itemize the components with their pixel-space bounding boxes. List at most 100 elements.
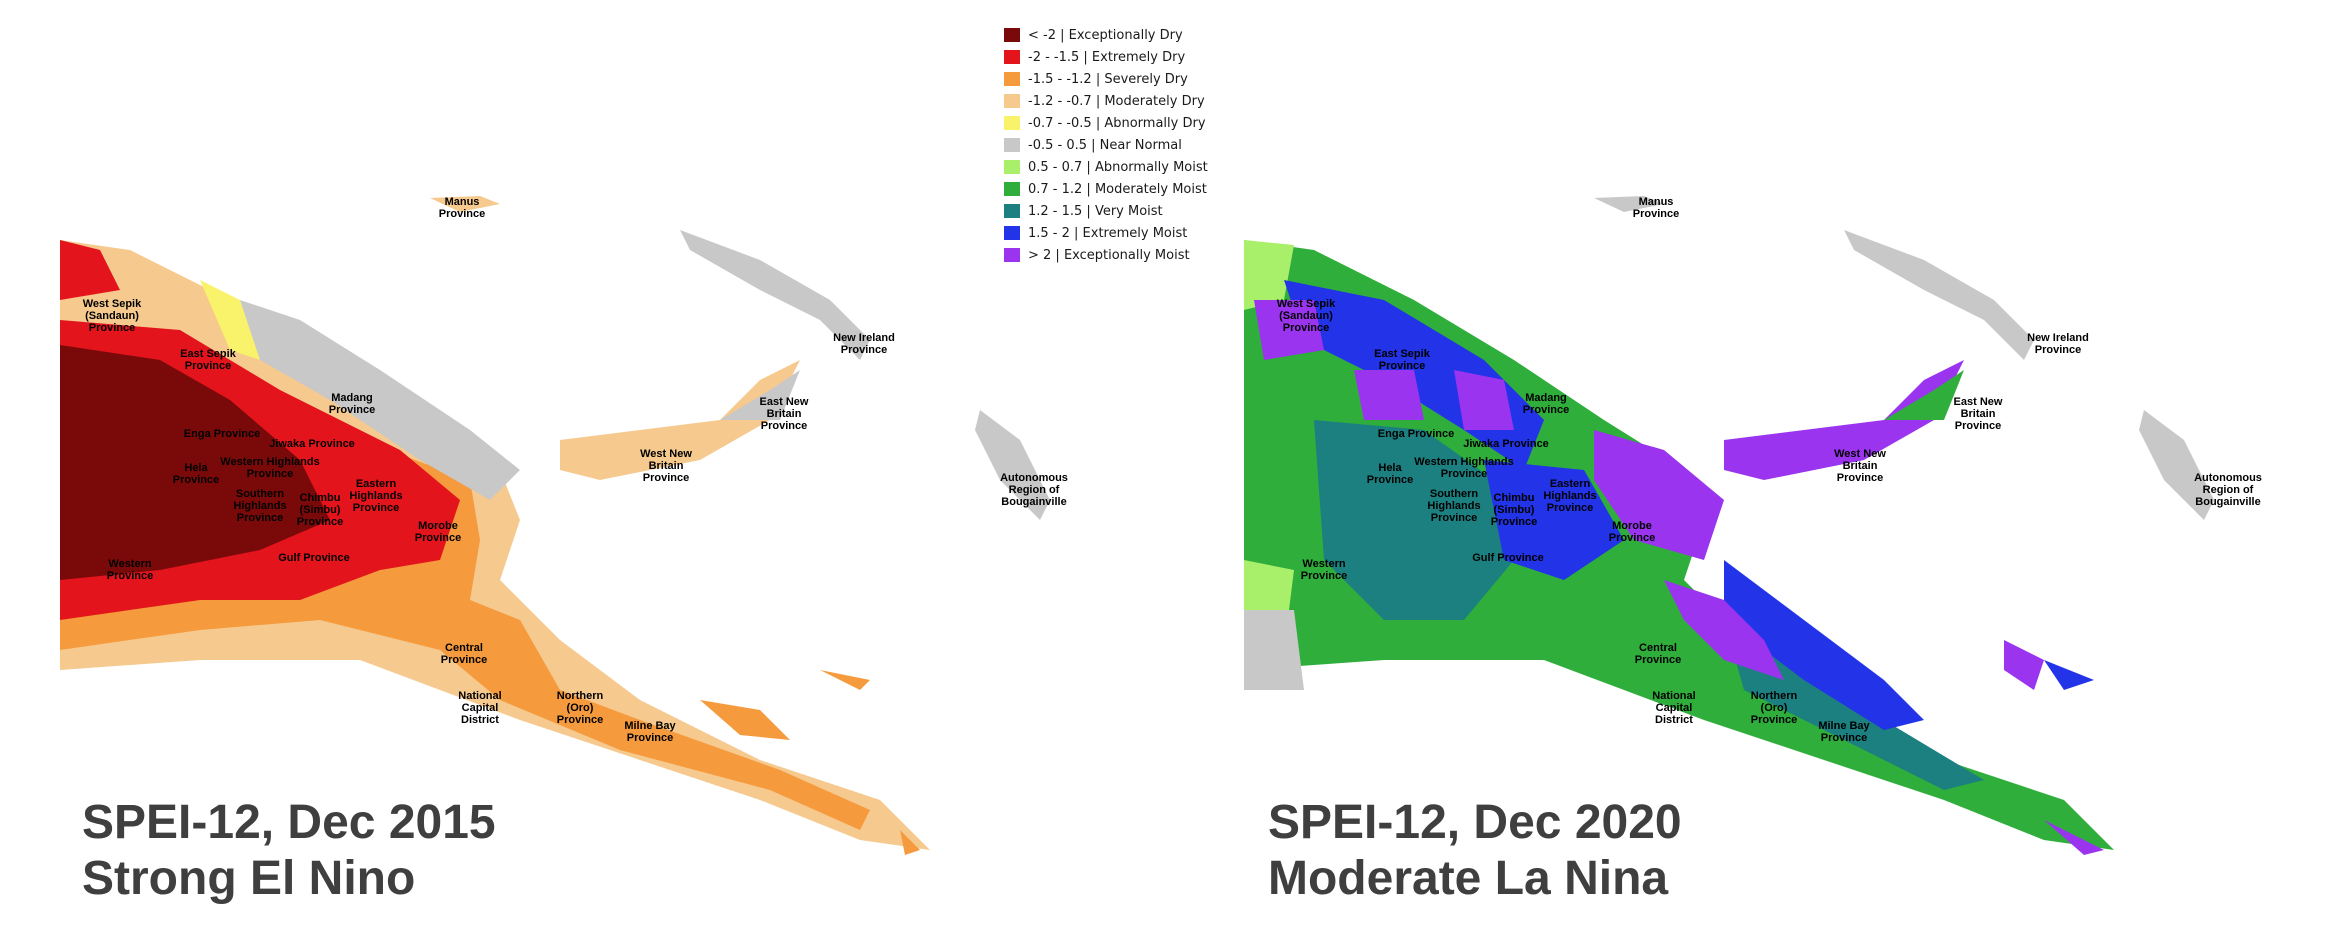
legend-row: > 2 | Exceptionally Moist bbox=[1004, 244, 1244, 266]
legend-row: -1.2 - -0.7 | Moderately Dry bbox=[1004, 90, 1244, 112]
spei-legend: < -2 | Exceptionally Dry -2 - -1.5 | Extr… bbox=[1004, 24, 1244, 266]
caption-2015-line1: SPEI-12, Dec 2015 bbox=[82, 796, 496, 849]
legend-label: 1.5 - 2 | Extremely Moist bbox=[1028, 225, 1188, 241]
near-normal-south bbox=[1244, 610, 1304, 690]
label-east-sepik: East Sepik Province bbox=[180, 348, 236, 372]
milne-islands bbox=[700, 670, 920, 855]
legend-label: 0.5 - 0.7 | Abnormally Moist bbox=[1028, 159, 1208, 175]
map-panel-2020: Manus Province West Sepik (Sandaun) Prov… bbox=[1164, 0, 2328, 928]
legend-row: 1.5 - 2 | Extremely Moist bbox=[1004, 222, 1244, 244]
label-west-sepik: West Sepik (Sandaun) Province bbox=[1276, 298, 1336, 334]
label-west-new-britain: West New Britain Province bbox=[1834, 448, 1886, 484]
very-moist-region bbox=[1314, 420, 1984, 790]
legend-label: < -2 | Exceptionally Dry bbox=[1028, 27, 1183, 43]
label-gulf: Gulf Province bbox=[278, 552, 350, 564]
label-new-ireland: New Ireland Province bbox=[833, 332, 895, 356]
label-east-new-britain: East New Britain Province bbox=[759, 396, 809, 432]
label-western-highlands: Western Highlands Province bbox=[220, 456, 320, 480]
east-islands bbox=[2004, 640, 2104, 855]
label-manus: Manus Province bbox=[1632, 196, 1680, 220]
new-britain-east bbox=[720, 370, 800, 420]
new-britain-east bbox=[1884, 370, 1964, 420]
legend-label: > 2 | Exceptionally Moist bbox=[1028, 247, 1190, 263]
label-manus: Manus Province bbox=[438, 196, 486, 220]
label-eastern-highlands: Eastern Highlands Province bbox=[349, 478, 403, 514]
extremely-moist-region bbox=[1284, 280, 1924, 730]
caption-2020-line2: Moderate La Nina bbox=[1268, 852, 1669, 905]
label-ncd: National Capital District bbox=[1652, 690, 1696, 726]
spei-map-2020 bbox=[1244, 196, 2214, 855]
label-chimbu: Chimbu (Simbu) Province bbox=[1490, 492, 1538, 528]
label-central: Central Province bbox=[1634, 642, 1682, 666]
label-ncd: National Capital District bbox=[458, 690, 502, 726]
label-west-new-britain: West New Britain Province bbox=[640, 448, 692, 484]
caption-2020-line1: SPEI-12, Dec 2020 bbox=[1268, 796, 1682, 849]
label-west-sepik: West Sepik (Sandaun) Province bbox=[82, 298, 142, 334]
near-normal-north bbox=[240, 300, 520, 500]
label-madang: Madang Province bbox=[1522, 392, 1570, 416]
label-enga: Enga Province bbox=[1377, 428, 1455, 440]
legend-swatch bbox=[1004, 248, 1020, 262]
bougainville bbox=[2139, 410, 2214, 520]
label-jiwaka: Jiwaka Province bbox=[269, 438, 355, 450]
spei-map-2015 bbox=[60, 196, 1050, 855]
legend-row: -1.5 - -1.2 | Severely Dry bbox=[1004, 68, 1244, 90]
legend-swatch bbox=[1004, 204, 1020, 218]
label-morobe: Morobe Province bbox=[1608, 520, 1656, 544]
label-southern-highlands: Southern Highlands Province bbox=[233, 488, 287, 524]
legend-swatch bbox=[1004, 182, 1020, 196]
bougainville bbox=[975, 410, 1050, 520]
far-east-islands bbox=[2044, 660, 2094, 690]
label-milne-bay: Milne Bay Province bbox=[624, 720, 676, 744]
label-bougainville: Autonomous Region of Bougainville bbox=[2194, 472, 2262, 508]
label-southern-highlands: Southern Highlands Province bbox=[1427, 488, 1481, 524]
caption-2015-line2: Strong El Nino bbox=[82, 852, 416, 905]
legend-row: -0.7 - -0.5 | Abnormally Dry bbox=[1004, 112, 1244, 134]
manus bbox=[430, 196, 500, 212]
exceptionally-dry-region bbox=[60, 345, 330, 580]
legend-swatch bbox=[1004, 50, 1020, 64]
label-bougainville: Autonomous Region of Bougainville bbox=[1000, 472, 1068, 508]
label-milne-bay: Milne Bay Province bbox=[1818, 720, 1870, 744]
legend-swatch bbox=[1004, 226, 1020, 240]
label-madang: Madang Province bbox=[328, 392, 376, 416]
label-east-sepik: East Sepik Province bbox=[1374, 348, 1430, 372]
legend-label: -0.5 - 0.5 | Near Normal bbox=[1028, 137, 1182, 153]
legend-swatch bbox=[1004, 94, 1020, 108]
legend-row: -0.5 - 0.5 | Near Normal bbox=[1004, 134, 1244, 156]
label-chimbu: Chimbu (Simbu) Province bbox=[296, 492, 344, 528]
new-britain bbox=[560, 360, 800, 480]
label-east-new-britain: East New Britain Province bbox=[1953, 396, 2003, 432]
label-hela: Hela Province bbox=[172, 462, 220, 486]
new-britain bbox=[1724, 360, 1964, 480]
label-new-ireland: New Ireland Province bbox=[2027, 332, 2089, 356]
label-hela: Hela Province bbox=[1366, 462, 1414, 486]
legend-swatch bbox=[1004, 160, 1020, 174]
label-eastern-highlands: Eastern Highlands Province bbox=[1543, 478, 1597, 514]
label-northern: Northern (Oro) Province bbox=[1750, 690, 1798, 726]
legend-swatch bbox=[1004, 28, 1020, 42]
legend-swatch bbox=[1004, 72, 1020, 86]
new-ireland bbox=[680, 230, 870, 360]
label-central: Central Province bbox=[440, 642, 488, 666]
legend-row: 0.7 - 1.2 | Moderately Moist bbox=[1004, 178, 1244, 200]
legend-label: -0.7 - -0.5 | Abnormally Dry bbox=[1028, 115, 1206, 131]
legend-swatch bbox=[1004, 138, 1020, 152]
map-panel-2015: Manus Province West Sepik (Sandaun) Prov… bbox=[60, 196, 1068, 905]
label-enga: Enga Province bbox=[183, 428, 261, 440]
label-gulf: Gulf Province bbox=[1472, 552, 1544, 564]
abnormally-dry-region bbox=[200, 280, 260, 360]
label-jiwaka: Jiwaka Province bbox=[1463, 438, 1549, 450]
label-northern: Northern (Oro) Province bbox=[556, 690, 604, 726]
legend-row: 1.2 - 1.5 | Very Moist bbox=[1004, 200, 1244, 222]
new-ireland bbox=[1844, 230, 2034, 360]
exceptionally-moist-region bbox=[1254, 300, 1784, 680]
legend-row: < -2 | Exceptionally Dry bbox=[1004, 24, 1244, 46]
legend-label: -1.5 - -1.2 | Severely Dry bbox=[1028, 71, 1188, 87]
legend-label: 0.7 - 1.2 | Moderately Moist bbox=[1028, 181, 1207, 197]
legend-row: -2 - -1.5 | Extremely Dry bbox=[1004, 46, 1244, 68]
label-morobe: Morobe Province bbox=[414, 520, 462, 544]
legend-row: 0.5 - 0.7 | Abnormally Moist bbox=[1004, 156, 1244, 178]
label-western: Western Province bbox=[1300, 558, 1348, 582]
label-western: Western Province bbox=[106, 558, 154, 582]
